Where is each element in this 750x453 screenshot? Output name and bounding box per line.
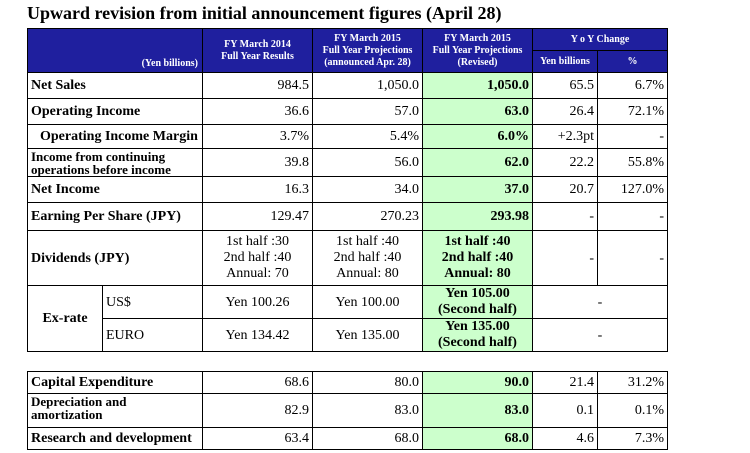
table-row: Research and development 63.4 68.0 68.0 … (27, 427, 668, 450)
table-row: Depreciation and amortization 82.9 83.0 … (27, 393, 668, 428)
col-header-fy2015-announced: FY March 2015 Full Year Projections (ann… (312, 28, 423, 73)
table-row: Operating Income 36.6 57.0 63.0 26.4 72.… (27, 98, 668, 125)
exrate-usd-row: Ex-rate US$ Yen 100.26 Yen 100.00 Yen 10… (27, 285, 668, 352)
capex-table: Capital Expenditure 68.6 80.0 90.0 21.4 … (27, 371, 668, 450)
table-row: Income from continuing operations before… (27, 148, 668, 177)
col-header-yoy-pct: % (597, 50, 668, 73)
table-row: Operating Income Margin 3.7% 5.4% 6.0% +… (27, 124, 668, 149)
table-row: Earning Per Share (JPY) 129.47 270.23 29… (27, 202, 668, 231)
col-header-yoy: Y o Y Change (532, 28, 668, 51)
exrate-label: Ex-rate (27, 285, 103, 352)
unit-label: (Yen billions) (27, 28, 203, 73)
col-header-fy2014: FY March 2014 Full Year Results (202, 28, 313, 73)
header-row: (Yen billions) FY March 2014 Full Year R… (27, 28, 668, 73)
exrate-euro-row: EURO Yen 134.42 Yen 135.00 Yen 135.00 (S… (28, 318, 668, 352)
table-row: Net Sales 984.5 1,050.0 1,050.0 65.5 6.7… (27, 72, 668, 99)
dividends-row: Dividends (JPY) 1st half :30 2nd half :4… (27, 230, 668, 286)
table-row: Capital Expenditure 68.6 80.0 90.0 21.4 … (27, 371, 668, 394)
col-header-yoy-yen: Yen billions (532, 50, 598, 73)
table-row: Net Income 16.3 34.0 37.0 20.7 127.0% (27, 176, 668, 203)
page-title: Upward revision from initial announcemen… (27, 3, 502, 23)
results-table: (Yen billions) FY March 2014 Full Year R… (27, 28, 668, 352)
col-header-fy2015-revised: FY March 2015 Full Year Projections (Rev… (422, 28, 533, 73)
